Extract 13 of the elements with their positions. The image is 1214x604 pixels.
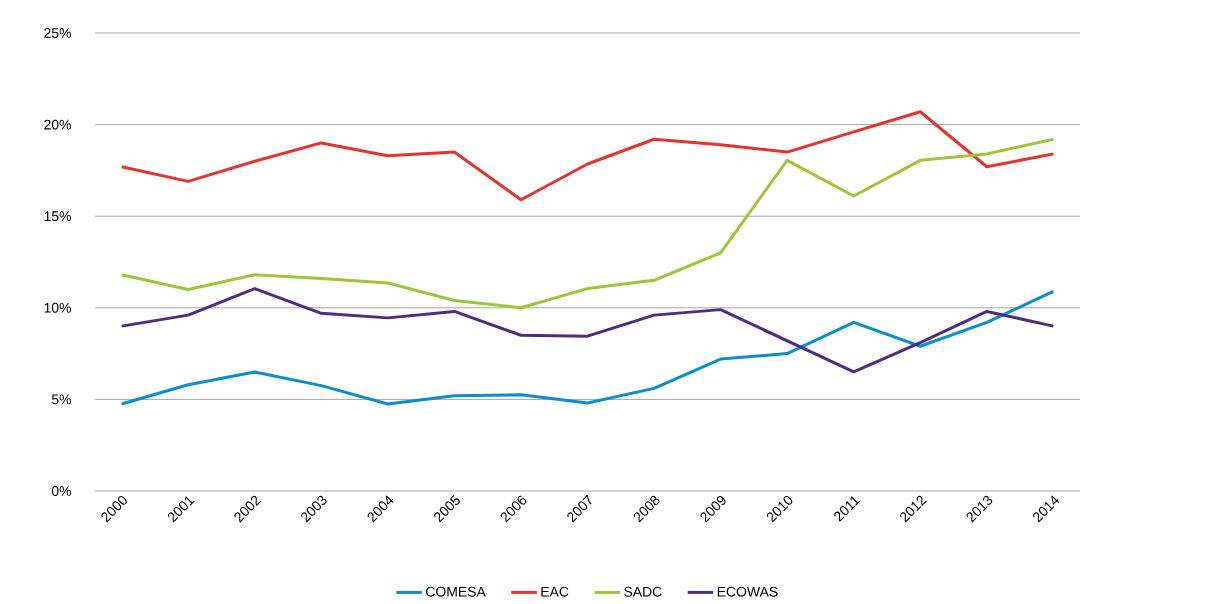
legend-label: EAC bbox=[541, 586, 569, 597]
legend-label: COMESA bbox=[426, 586, 486, 597]
y-tick-label: 0% bbox=[51, 486, 71, 496]
y-tick-label: 20% bbox=[44, 119, 71, 130]
line-series bbox=[120, 110, 1055, 202]
y-tick-label: 25% bbox=[44, 28, 71, 38]
y-tick-label: 15% bbox=[44, 211, 71, 222]
line-series bbox=[120, 137, 1055, 310]
line-series bbox=[120, 289, 1055, 406]
y-tick-label: 10% bbox=[44, 302, 71, 313]
y-tick-label: 5% bbox=[51, 394, 71, 405]
legend-label: SADC bbox=[624, 586, 662, 597]
legend-label: ECOWAS bbox=[717, 586, 778, 597]
